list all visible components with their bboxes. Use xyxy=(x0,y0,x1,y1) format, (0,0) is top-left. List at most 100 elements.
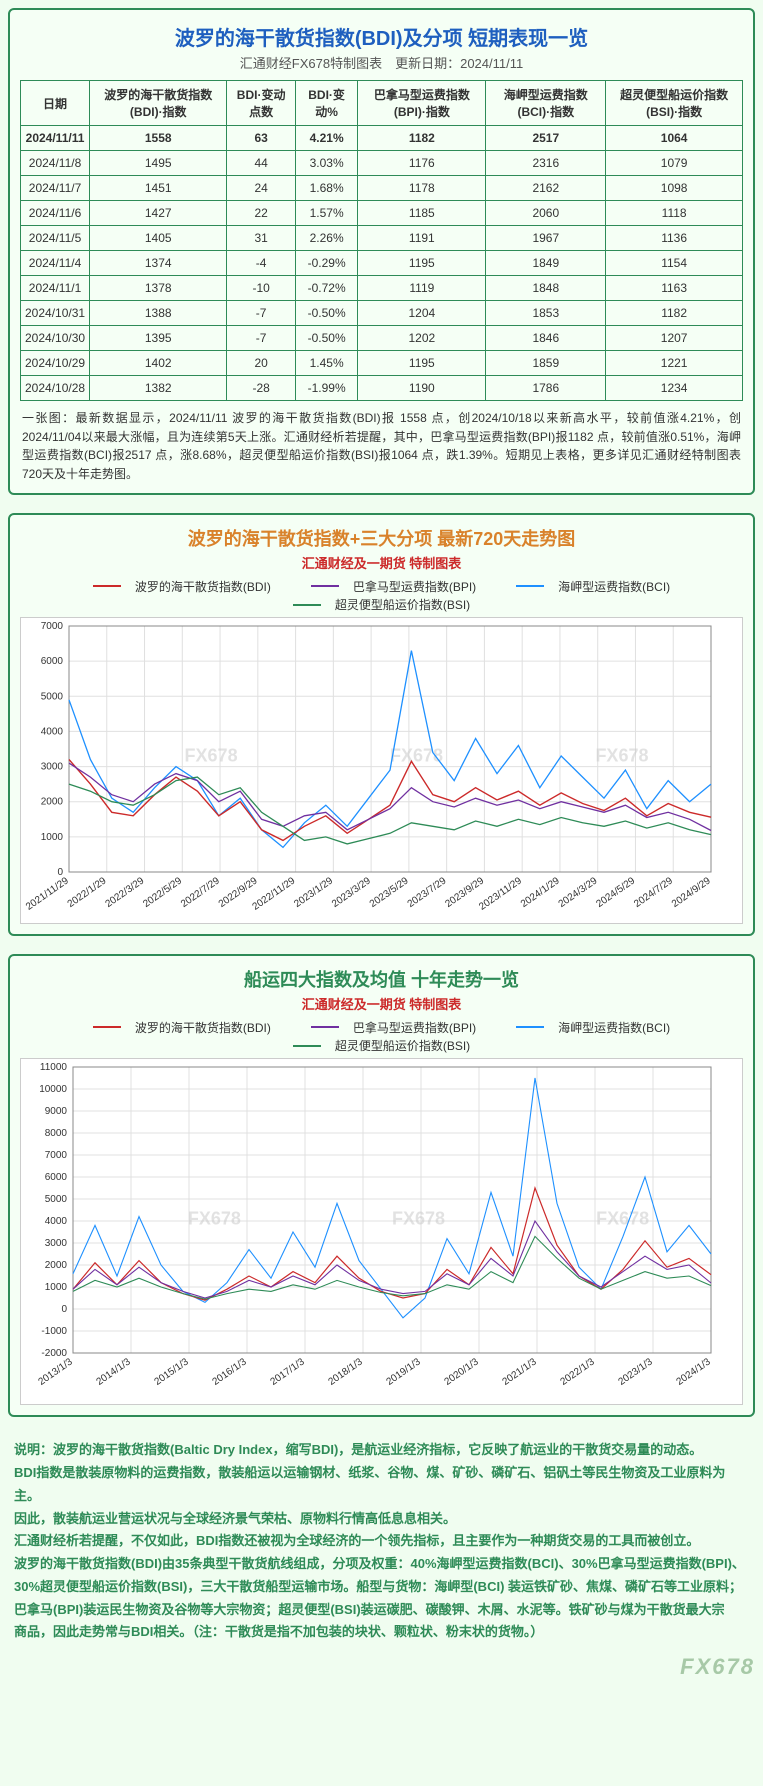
table-cell: 2024/11/11 xyxy=(21,126,90,151)
table-cell: 2024/11/6 xyxy=(21,201,90,226)
table-header: 巴拿马型运费指数(BPI)·指数 xyxy=(358,81,486,126)
svg-text:10000: 10000 xyxy=(39,1084,67,1095)
svg-text:FX678: FX678 xyxy=(185,746,238,766)
table-cell: 1395 xyxy=(90,326,227,351)
table-cell: 1848 xyxy=(486,276,606,301)
panel1-title: 波罗的海干散货指数(BDI)及分项 短期表现一览 xyxy=(20,22,743,51)
table-cell: 2024/11/1 xyxy=(21,276,90,301)
table-cell: 1.45% xyxy=(295,351,357,376)
table-row: 2024/11/41374-4-0.29%119518491154 xyxy=(21,251,743,276)
svg-text:FX678: FX678 xyxy=(596,1209,649,1229)
table-cell: 1178 xyxy=(358,176,486,201)
table-cell: 2024/10/31 xyxy=(21,301,90,326)
table-cell: 1382 xyxy=(90,376,227,401)
svg-text:2000: 2000 xyxy=(41,797,64,808)
legend-swatch xyxy=(293,1045,321,1047)
legend-swatch xyxy=(311,585,339,587)
table-cell: 1098 xyxy=(606,176,743,201)
table-cell: 1182 xyxy=(606,301,743,326)
table-cell: 1207 xyxy=(606,326,743,351)
legend-label: 巴拿马型运费指数(BPI) xyxy=(353,1019,476,1036)
description-line: 因此，散装航运业营运状况与全球经济景气荣枯、原物料行情高低息息相关。 xyxy=(14,1508,749,1531)
panel3-title: 船运四大指数及均值 十年走势一览 xyxy=(20,966,743,992)
table-cell: 2060 xyxy=(486,201,606,226)
legend-item: 超灵便型船运价指数(BSI) xyxy=(283,596,480,613)
table-cell: 20 xyxy=(227,351,295,376)
svg-text:4000: 4000 xyxy=(41,727,64,738)
legend-swatch xyxy=(293,604,321,606)
table-cell: 1388 xyxy=(90,301,227,326)
table-cell: 1558 xyxy=(90,126,227,151)
table-cell: 1849 xyxy=(486,251,606,276)
table-row: 2024/11/11378-10-0.72%111918481163 xyxy=(21,276,743,301)
table-row: 2024/10/311388-7-0.50%120418531182 xyxy=(21,301,743,326)
table-cell: -0.29% xyxy=(295,251,357,276)
legend-label: 超灵便型船运价指数(BSI) xyxy=(335,596,470,613)
panel1-subtitle: 汇通财经FX678特制图表 更新日期：2024/11/11 xyxy=(20,53,743,72)
table-cell: -28 xyxy=(227,376,295,401)
panel3-subtitle: 汇通财经及一期货 特制图表 xyxy=(20,994,743,1013)
table-cell: 1191 xyxy=(358,226,486,251)
table-cell: -10 xyxy=(227,276,295,301)
table-cell: 44 xyxy=(227,151,295,176)
legend-item: 超灵便型船运价指数(BSI) xyxy=(283,1037,480,1054)
svg-text:5000: 5000 xyxy=(41,692,64,703)
table-row: 2024/11/111558634.21%118225171064 xyxy=(21,126,743,151)
table-cell: 2024/11/4 xyxy=(21,251,90,276)
table-cell: 31 xyxy=(227,226,295,251)
svg-text:1000: 1000 xyxy=(45,1282,68,1293)
table-cell: -0.72% xyxy=(295,276,357,301)
svg-text:-1000: -1000 xyxy=(41,1326,67,1337)
table-cell: 24 xyxy=(227,176,295,201)
table-cell: 1427 xyxy=(90,201,227,226)
table-cell: 1064 xyxy=(606,126,743,151)
svg-text:2000: 2000 xyxy=(45,1260,68,1271)
table-cell: 1853 xyxy=(486,301,606,326)
table-row: 2024/10/281382-28-1.99%119017861234 xyxy=(21,376,743,401)
legend-label: 波罗的海干散货指数(BDI) xyxy=(135,578,271,595)
table-row: 2024/11/71451241.68%117821621098 xyxy=(21,176,743,201)
svg-text:0: 0 xyxy=(61,1304,67,1315)
description-line: 波罗的海干散货指数(BDI)由35条典型干散货航线组成，分项及权重：40%海岬型… xyxy=(14,1553,749,1576)
bdi-table: 日期波罗的海干散货指数(BDI)·指数BDI·变动点数BDI·变动%巴拿马型运费… xyxy=(20,80,743,401)
table-cell: 3.03% xyxy=(295,151,357,176)
table-cell: -7 xyxy=(227,301,295,326)
table-cell: -1.99% xyxy=(295,376,357,401)
legend-swatch xyxy=(516,585,544,587)
svg-text:6000: 6000 xyxy=(45,1172,68,1183)
svg-text:3000: 3000 xyxy=(41,762,64,773)
table-cell: 1185 xyxy=(358,201,486,226)
table-row: 2024/10/291402201.45%119518591221 xyxy=(21,351,743,376)
panel2-title: 波罗的海干散货指数+三大分项 最新720天走势图 xyxy=(20,525,743,551)
table-cell: 2.26% xyxy=(295,226,357,251)
panel3-chart: -2000-1000010002000300040005000600070008… xyxy=(20,1058,743,1405)
svg-text:6000: 6000 xyxy=(41,657,64,668)
svg-text:3000: 3000 xyxy=(45,1238,68,1249)
panel2-chart: 010002000300040005000600070002021/11/292… xyxy=(20,617,743,924)
table-header: 波罗的海干散货指数(BDI)·指数 xyxy=(90,81,227,126)
table-cell: 1182 xyxy=(358,126,486,151)
table-cell: 1190 xyxy=(358,376,486,401)
table-cell: 1786 xyxy=(486,376,606,401)
table-row: 2024/10/301395-7-0.50%120218461207 xyxy=(21,326,743,351)
table-cell: 1163 xyxy=(606,276,743,301)
table-cell: 63 xyxy=(227,126,295,151)
panel-10y: 船运四大指数及均值 十年走势一览 汇通财经及一期货 特制图表 波罗的海干散货指数… xyxy=(8,954,755,1417)
table-cell: -7 xyxy=(227,326,295,351)
table-cell: 1967 xyxy=(486,226,606,251)
legend-label: 波罗的海干散货指数(BDI) xyxy=(135,1019,271,1036)
table-cell: 1.68% xyxy=(295,176,357,201)
panel-short-term: 波罗的海干散货指数(BDI)及分项 短期表现一览 汇通财经FX678特制图表 更… xyxy=(8,8,755,495)
footer-watermark: FX678 xyxy=(8,1654,755,1680)
legend-item: 巴拿马型运费指数(BPI) xyxy=(301,578,486,595)
table-row: 2024/11/51405312.26%119119671136 xyxy=(21,226,743,251)
table-cell: -4 xyxy=(227,251,295,276)
table-cell: 1079 xyxy=(606,151,743,176)
legend-swatch xyxy=(93,1026,121,1028)
table-cell: 2024/11/5 xyxy=(21,226,90,251)
table-cell: 1405 xyxy=(90,226,227,251)
description-line: 30%超灵便型船运价指数(BSI)，三大干散货船型运输市场。船型与货物：海岬型(… xyxy=(14,1576,749,1599)
description-line: 说明：波罗的海干散货指数(Baltic Dry Index，缩写BDI)，是航运… xyxy=(14,1439,749,1462)
table-header: 海岬型运费指数(BCI)·指数 xyxy=(486,81,606,126)
legend-label: 巴拿马型运费指数(BPI) xyxy=(353,578,476,595)
